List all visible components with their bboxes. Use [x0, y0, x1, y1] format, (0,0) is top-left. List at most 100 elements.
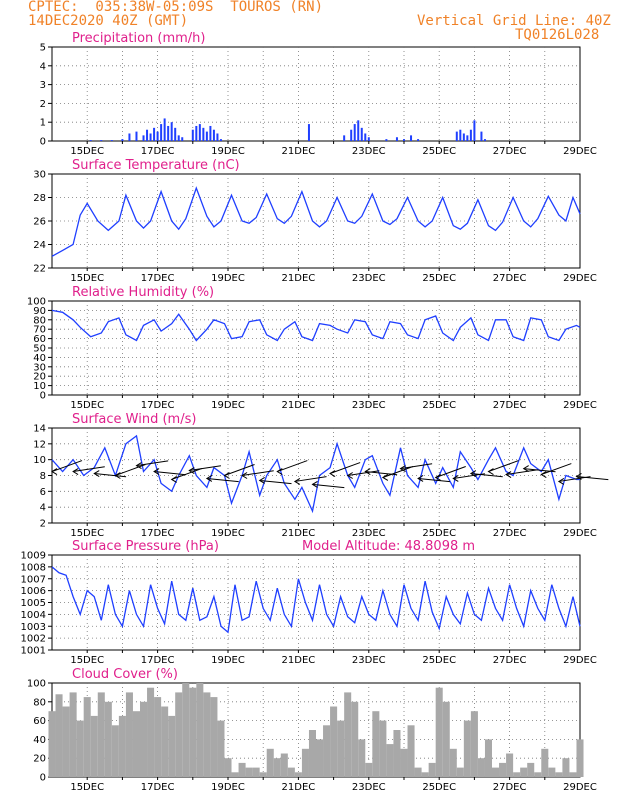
panel-cloud-cover: Cloud Cover (%) 0 20 40 60 80 100 15DEC 17DEC 19D… [27, 667, 597, 793]
x-tick-label: 15DEC [70, 146, 104, 157]
precip-bar [135, 131, 138, 141]
wind-arrow-head [381, 474, 389, 481]
cloud-bar [337, 720, 345, 777]
cloud-bar [344, 692, 352, 777]
wind-arrow-head [114, 472, 121, 479]
cloud-bar [358, 739, 366, 777]
cloud-bar [217, 720, 225, 777]
x-tick-label: 21DEC [282, 273, 316, 284]
cloud-bar [161, 706, 169, 777]
series-line [51, 186, 581, 257]
precip-bar [177, 135, 180, 141]
precip-bar [216, 133, 219, 141]
precip-bar [350, 129, 353, 141]
x-tick-label: 23DEC [352, 782, 386, 793]
cloud-bar [245, 767, 253, 777]
wind-arrow [506, 469, 538, 476]
precip-bar [142, 135, 145, 141]
wind-arrow [206, 477, 239, 483]
cloud-bar [252, 767, 260, 777]
cloud-bar [259, 772, 267, 777]
wind-arrow [51, 460, 83, 473]
x-tick-label: 29DEC [563, 146, 597, 157]
precip-bar [153, 127, 156, 141]
y-tick-label: 40 [33, 353, 46, 364]
x-tick-label: 29DEC [563, 655, 597, 666]
cloud-bar [400, 748, 408, 777]
precip-bar [385, 139, 388, 141]
cloud-bar [435, 687, 443, 777]
wind-arrow [154, 471, 186, 476]
precip-bar [205, 131, 208, 141]
precip-bar [480, 131, 483, 141]
x-tick-label: 21DEC [282, 146, 316, 157]
precip-bar [170, 122, 173, 141]
cloud-bar [534, 772, 542, 777]
wind-arrow [576, 475, 609, 481]
y-tick-label: 70 [33, 325, 46, 336]
x-tick-label: 15DEC [70, 528, 104, 539]
cloud-bar [365, 762, 373, 777]
y-tick-label: 100 [27, 679, 46, 690]
y-tick-label: 0 [40, 391, 46, 402]
wind-arrow-head [276, 468, 283, 475]
x-tick-label: 23DEC [352, 655, 386, 666]
x-tick-label: 27DEC [493, 273, 527, 284]
precip-bar [403, 139, 405, 141]
wind-arrow-head [170, 476, 177, 483]
panel-surface-wind-m-s: Surface Wind (m/s) 2 4 6 8 10 12 14 15DEC 17DEC 19… [33, 412, 609, 539]
x-tick-label: 17DEC [141, 400, 175, 411]
y-tick-label: 28 [33, 193, 46, 204]
cloud-bar [175, 692, 183, 777]
x-tick-label: 29DEC [563, 400, 597, 411]
wind-arrow [277, 460, 308, 473]
cloud-bar [449, 748, 457, 777]
panel-precipitation-mm-h: Precipitation (mm/h) 0 1 2 3 4 5 15DEC 17DEC 19DE… [40, 31, 597, 157]
panel-relative-humidity: Relative Humidity (%) 0102030405060708090… [27, 285, 597, 411]
cloud-bar [280, 753, 288, 777]
precip-bar [128, 133, 131, 141]
x-tick-label: 25DEC [422, 655, 456, 666]
wind-arrow-head [241, 472, 248, 479]
precip-bar [357, 120, 360, 141]
y-tick-label: 1002 [21, 634, 46, 645]
precip-bar [202, 127, 205, 141]
cloud-bar [273, 758, 281, 777]
cloud-bar [421, 772, 429, 777]
precip-bar [100, 140, 103, 141]
cloud-bar [48, 711, 56, 777]
x-tick-label: 15DEC [70, 782, 104, 793]
cloud-bar [140, 701, 148, 777]
x-tick-label: 19DEC [211, 528, 245, 539]
wind-arrow [435, 466, 466, 478]
y-tick-label: 6 [40, 487, 46, 498]
x-tick-label: 27DEC [493, 146, 527, 157]
cloud-bar [189, 687, 197, 777]
wind-arrow-head [51, 468, 58, 475]
x-tick-label: 23DEC [352, 528, 386, 539]
cloud-bar [97, 692, 105, 777]
panel-title: Cloud Cover (%) [72, 667, 178, 682]
precip-bar [367, 137, 370, 141]
x-tick-label: 17DEC [141, 146, 175, 157]
y-tick-label: 5 [40, 43, 46, 54]
y-tick-label: 2 [40, 99, 46, 110]
wind-arrow-head [346, 472, 353, 479]
precip-bar [191, 129, 194, 141]
wind-arrow [94, 473, 127, 478]
precip-bar [353, 124, 356, 141]
wind-arrow [418, 477, 450, 483]
y-tick-label: 1005 [21, 598, 46, 609]
wind-arrow-head [469, 470, 477, 477]
y-tick-label: 1 [40, 118, 46, 129]
wind-arrow-head [153, 468, 160, 475]
wind-arrow-head [364, 468, 371, 475]
precip-bar [459, 129, 462, 141]
model-label: TQ0126L028 [515, 27, 600, 43]
cloud-bar [393, 730, 401, 777]
precip-bar [473, 120, 476, 141]
wind-arrow [259, 479, 292, 485]
x-tick-label: 25DEC [422, 782, 456, 793]
y-tick-label: 30 [33, 362, 46, 373]
cloud-bar [76, 720, 84, 777]
